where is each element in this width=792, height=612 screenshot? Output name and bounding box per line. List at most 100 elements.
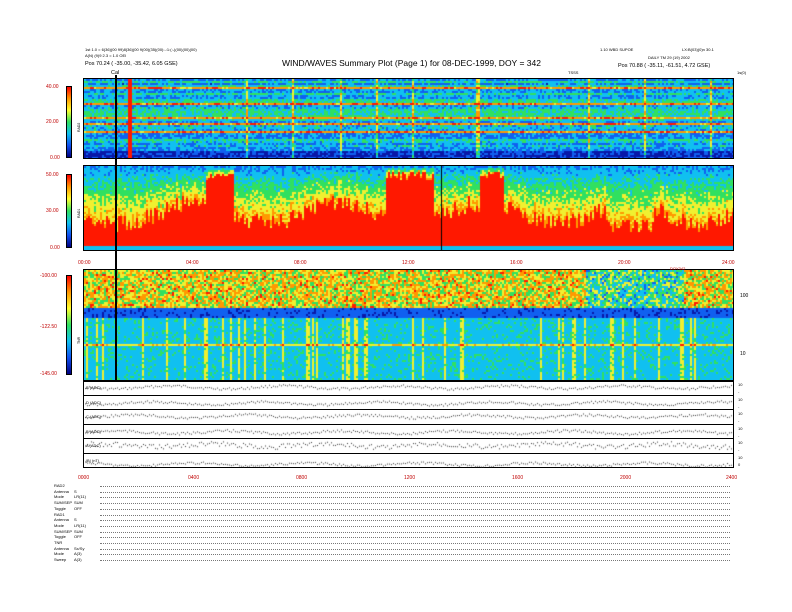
rad1-ytick-top: 50.00 — [46, 172, 59, 178]
line-plot-frame — [83, 410, 734, 425]
mid-xtick-5: 20:00 — [618, 260, 631, 266]
line-plot-trace — [85, 411, 733, 424]
tnr-frame — [83, 269, 734, 381]
line-plot-trace — [85, 382, 733, 395]
rad1-frame — [83, 165, 734, 251]
mode-value: SUM — [74, 528, 83, 534]
mode-value: SUM — [74, 500, 83, 506]
mid-xtick-6: 24:00 — [722, 260, 735, 266]
mode-value: LR(11) — [74, 522, 86, 528]
mode-key: SUM/SEP — [54, 500, 73, 506]
bottom-xtick-6: 2400 — [726, 475, 738, 481]
mode-value: S — [74, 488, 77, 494]
rad2-frame — [83, 78, 734, 159]
cal-marker-line — [115, 75, 117, 380]
mode-key: Toggle — [54, 534, 66, 540]
mode-key: TNR — [54, 540, 63, 545]
header-right-line2: DAILY TM 29 (19) 2002 — [648, 55, 690, 60]
mode-key: RAD2 — [54, 483, 65, 488]
tnr-ytick-bottom: -145.00 — [40, 371, 57, 377]
line-plot-frame — [83, 381, 734, 396]
mode-value: Sx/Sy — [74, 545, 85, 551]
mode-value: LR(11) — [74, 494, 86, 500]
line-plot-frame — [83, 439, 734, 454]
line-plot-frame — [83, 424, 734, 439]
rad2-ytick-bottom: 0.00 — [50, 155, 60, 161]
mode-dotted-line — [100, 537, 730, 539]
rad1-ytick-mid: 30.00 — [46, 208, 59, 214]
mode-value: A(3) — [74, 557, 82, 563]
tnr-spectrogram — [84, 270, 734, 380]
mid-xtick-0: 00:00 — [78, 260, 91, 266]
rad2-colorbar — [66, 86, 72, 158]
rad2-spectrogram — [84, 79, 734, 159]
tnr-right-tick-100: 100 — [740, 293, 749, 299]
bottom-xtick-1: 0400 — [188, 475, 200, 481]
page-title: WIND/WAVES Summary Plot (Page 1) for 08-… — [282, 58, 541, 68]
bottom-xtick-2: 0800 — [296, 475, 308, 481]
rad2-ytick-mid: 20.00 — [46, 119, 59, 125]
line-plot-trace — [85, 396, 733, 410]
rad2-ytick-top: 40.00 — [46, 84, 59, 90]
mode-key: Antenna — [54, 488, 69, 494]
mode-key: SUM/SEP — [54, 528, 73, 534]
mode-key: RAD1 — [54, 511, 65, 517]
mode-value: OFF — [74, 534, 82, 540]
line-plot-right-tick: - — [738, 403, 740, 409]
bottom-xtick-3: 1200 — [404, 475, 416, 481]
mode-dotted-line — [100, 554, 730, 556]
mode-value: A(3) — [74, 551, 82, 557]
line-plot-trace — [85, 440, 733, 453]
header-left-line2: A(N) (9)9 2.3 = 1.0 OEI — [85, 53, 127, 58]
line-plot-right-tick: 0 — [738, 461, 741, 467]
rad1-ytick-bottom: 0.00 — [50, 245, 60, 251]
rad1-colorbar — [66, 174, 72, 248]
mode-dotted-line — [100, 486, 730, 487]
mode-dotted-line — [100, 491, 730, 493]
tnr-ytick-top: -100.00 — [40, 273, 57, 279]
rad2-axis-label: RAD2 — [77, 122, 81, 132]
mid-xtick-4: 16:00 — [510, 260, 523, 266]
line-plot-trace — [85, 425, 733, 439]
mode-dotted-line — [100, 548, 730, 550]
tnr-right-tick-10: 10 — [740, 351, 746, 357]
mid-xtick-1: 04:00 — [186, 260, 199, 266]
line-plot-right-tick: 10 — [738, 425, 743, 431]
mid-xtick-2: 08:00 — [294, 260, 307, 266]
tnr-ytick-mid: -122.50 — [40, 324, 57, 330]
bottom-xtick-0: 0000 — [78, 475, 90, 481]
bottom-xtick-5: 2000 — [620, 475, 632, 481]
mode-dotted-line — [100, 560, 730, 562]
line-plot-right-tick: 10 — [738, 411, 743, 416]
mid-xtick-3: 12:00 — [402, 260, 415, 266]
mode-dotted-line — [100, 543, 730, 544]
header-right-position: Pos 70.88 ( -35.11, -61.51, 4.72 GSE) — [618, 63, 711, 69]
line-plot-frame — [83, 395, 734, 410]
mode-dotted-line — [100, 520, 730, 522]
mode-key: Sweep — [54, 557, 67, 563]
mode-dotted-line — [100, 503, 730, 505]
bottom-xtick-4: 1600 — [512, 475, 524, 481]
header-right-line1b: LX:B(03)(0)n 30.1 — [682, 47, 714, 52]
tnr-colorbar — [66, 275, 72, 375]
line-plot-right-tick: - — [738, 389, 740, 394]
mode-value: OFF — [74, 505, 82, 511]
mid-axis-sublabel: DOY342 — [670, 266, 686, 271]
header-left-line1: 1st 1.0 = 6(36)(00 99)8(36)(00 9(00)(35)… — [85, 47, 197, 52]
mode-key: Toggle — [54, 505, 66, 511]
line-plot-trace — [85, 454, 733, 468]
mode-key: Mode — [54, 522, 65, 528]
mode-dotted-line — [100, 514, 730, 516]
mode-key: Mode — [54, 551, 65, 557]
line-plot-frame — [83, 453, 734, 468]
mode-dotted-line — [100, 497, 730, 499]
line-plot-right-tick: - — [738, 447, 740, 452]
header-right-line1: 1.10 WBD SUPOE — [600, 47, 634, 52]
line-plot-right-tick: 10 — [738, 440, 743, 445]
mode-key: Mode — [54, 494, 65, 500]
tnr-axis-label: TNR — [77, 336, 81, 344]
mode-dotted-line — [100, 508, 730, 510]
cal-marker-label: Cal — [111, 70, 120, 76]
mode-key: Antenna — [54, 545, 69, 551]
mode-value: S — [74, 517, 77, 523]
